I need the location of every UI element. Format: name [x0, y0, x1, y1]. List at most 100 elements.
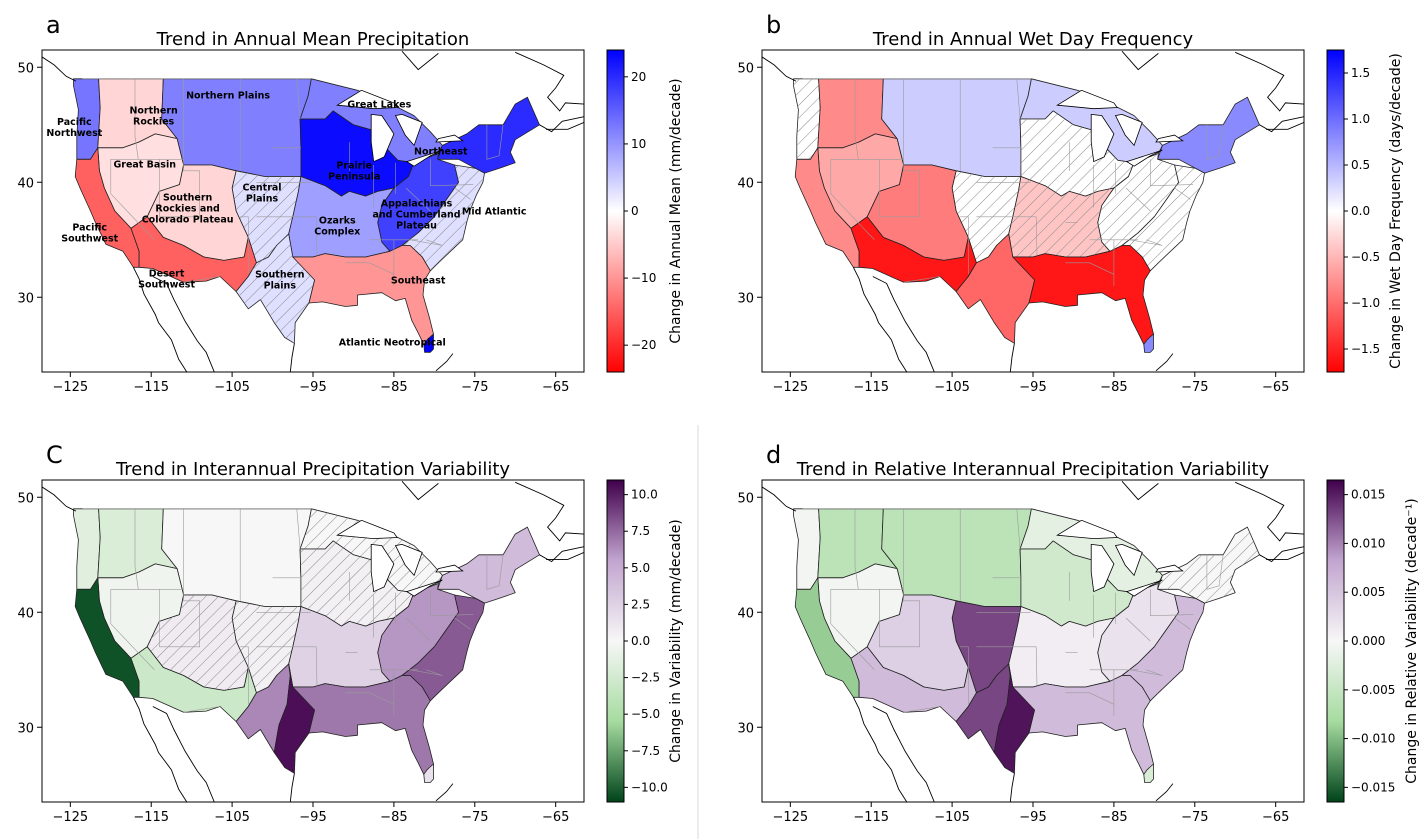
region-atn — [1143, 333, 1154, 353]
region-label-ozark: Ozarks Complex — [314, 216, 360, 238]
region-label-atn: Atlantic Neotropical — [339, 338, 446, 349]
colorbar-tick-label: 5.0 — [631, 561, 650, 575]
coastline — [1155, 783, 1174, 802]
x-tick-label: −85 — [1100, 380, 1127, 395]
region-prairie-hatch — [1020, 110, 1135, 197]
region-ne — [437, 526, 540, 604]
border-line — [1206, 124, 1224, 160]
colorbar-tick-label: 1.0 — [1351, 112, 1370, 126]
border-line — [854, 508, 859, 590]
x-tick-label: −105 — [214, 810, 250, 825]
y-tick-label: 50 — [17, 61, 34, 76]
coastline — [401, 480, 439, 501]
lake-outline — [405, 579, 443, 597]
border-line — [1174, 617, 1191, 630]
border-line — [410, 669, 443, 676]
colorbar: −10.0 −7.5 −5.0 −2.5 0.0 2.5 5.0 7.5 10.0 Change … — [606, 479, 684, 803]
colorbar: −0.015 −0.010 −0.005 0.000 0.005 0.010 0.015 Ch… — [1326, 479, 1419, 803]
region-nplains — [881, 508, 1032, 607]
panel-letter: C — [46, 441, 63, 469]
x-tick-label: −65 — [1262, 810, 1289, 825]
border-line — [454, 187, 471, 200]
lake-outline — [1090, 113, 1115, 163]
lake-outline — [1114, 543, 1143, 577]
region-label-gbasin: Great Basin — [113, 159, 176, 170]
region-label-splains: Southern Plains — [255, 270, 305, 292]
border-line — [405, 187, 431, 212]
colorbar-tick-label: 0.0 — [1351, 204, 1370, 218]
colorbar-tick-label: −1.0 — [1351, 296, 1380, 310]
lake-outline — [394, 113, 423, 147]
region-label-appal: Appalachians and Cumberland Plateau — [373, 198, 461, 231]
panel-c: C Trend in Interannual Precipitation Vari… — [17, 441, 684, 825]
x-tick-label: −125 — [772, 380, 808, 395]
region-label-nrk: Northern Rockies — [129, 105, 178, 127]
coastline — [42, 56, 77, 82]
region-midatl — [1121, 594, 1205, 702]
border-line — [1016, 78, 1021, 120]
x-tick-label: −115 — [133, 380, 169, 395]
border-line — [110, 159, 155, 241]
x-tick-label: −75 — [1181, 380, 1208, 395]
colorbar-tick-label: 20 — [631, 70, 646, 84]
border-line — [183, 706, 221, 713]
lake-outline — [370, 543, 395, 593]
coastline — [1235, 51, 1304, 112]
colorbar-tick-label: −0.010 — [1351, 732, 1395, 746]
x-tick-label: −65 — [542, 380, 569, 395]
region-atn — [1143, 763, 1154, 783]
colorbar-tick-label: 10 — [631, 137, 646, 151]
coastline — [1009, 343, 1015, 372]
coastline — [401, 50, 439, 71]
border-line — [296, 508, 301, 550]
border-line — [1016, 508, 1021, 550]
border-line — [454, 617, 471, 630]
colorbar-tick-label: 1.5 — [1351, 66, 1370, 80]
region-label-cplains: Central Plains — [242, 182, 281, 204]
colorbar-label: Change in Wet Day Frequency (days/decade… — [1388, 53, 1404, 369]
x-tick-label: −105 — [214, 380, 250, 395]
x-tick-label: −65 — [1262, 380, 1289, 395]
region-pnw — [73, 508, 101, 590]
x-tick-label: −85 — [380, 810, 407, 825]
panel-d: d Trend in Relative Interannual Precipita… — [737, 441, 1419, 825]
border-line — [296, 78, 301, 120]
region-pnw — [793, 508, 821, 590]
colorbar-tick-label: −20 — [631, 338, 656, 352]
x-tick-label: −75 — [461, 810, 488, 825]
border-line — [903, 276, 941, 283]
colorbar-tick-label: −0.005 — [1351, 683, 1395, 697]
coastline — [435, 783, 454, 802]
region-label-dsw: Desert Southwest — [138, 269, 195, 291]
coastline — [132, 267, 188, 372]
region-prairie-hatch — [300, 540, 415, 627]
y-tick-label: 30 — [737, 291, 754, 306]
region-label-prairie: Prairie Peninsula — [328, 160, 380, 182]
y-tick-label: 40 — [17, 606, 34, 621]
lake-outline — [1114, 113, 1143, 147]
x-tick-label: −115 — [133, 810, 169, 825]
region-label-ne: Northeast — [414, 147, 468, 158]
lake-outline — [1056, 89, 1118, 110]
region-ozark-hatch — [1008, 176, 1114, 257]
colorbar-tick-label: 0.0 — [631, 634, 650, 648]
x-tick-label: −95 — [299, 380, 326, 395]
region-label-psw: Pacific Southwest — [61, 223, 118, 245]
x-tick-label: −85 — [1100, 810, 1127, 825]
coastline — [289, 343, 295, 372]
x-tick-label: −85 — [380, 380, 407, 395]
coastline — [852, 267, 908, 372]
coastline — [435, 353, 454, 372]
x-tick-label: −65 — [542, 810, 569, 825]
panel-title: Trend in Interannual Precipitation Varia… — [115, 459, 510, 480]
border-line — [1065, 262, 1115, 275]
x-tick-label: −115 — [853, 810, 889, 825]
x-tick-label: −125 — [52, 810, 88, 825]
coastline — [1009, 773, 1015, 802]
border-line — [240, 646, 249, 705]
x-tick-label: −125 — [772, 810, 808, 825]
border-line — [960, 646, 969, 705]
border-line — [183, 276, 221, 283]
region-midatl-hatch — [402, 165, 485, 271]
lake-outline — [405, 149, 443, 167]
